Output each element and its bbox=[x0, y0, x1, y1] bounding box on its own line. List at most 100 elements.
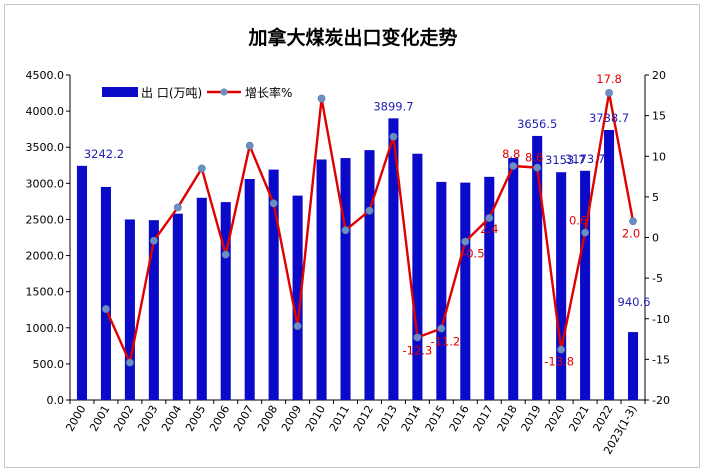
export-bar bbox=[627, 332, 639, 400]
x-tick-label: 2011 bbox=[327, 403, 352, 434]
right-tick-label: 0 bbox=[652, 232, 659, 245]
line-data-label: 2.4 bbox=[480, 222, 498, 236]
x-tick-label: 2012 bbox=[351, 403, 376, 434]
left-tick-label: 1500.0 bbox=[26, 286, 65, 299]
growth-rate-point bbox=[485, 214, 494, 222]
x-tick-label: 2005 bbox=[183, 403, 208, 434]
growth-rate-point bbox=[413, 333, 422, 342]
export-bar bbox=[76, 165, 88, 400]
left-tick-label: 500.0 bbox=[33, 358, 65, 371]
export-bar bbox=[292, 195, 303, 400]
x-tick-label: 2010 bbox=[303, 403, 328, 434]
left-tick-label: 3500.0 bbox=[26, 141, 65, 154]
export-bar bbox=[172, 213, 183, 400]
growth-rate-point bbox=[197, 164, 206, 173]
x-tick-label: 2017 bbox=[471, 403, 496, 434]
line-data-label: 2.0 bbox=[622, 226, 640, 240]
growth-rate-point bbox=[557, 345, 566, 354]
x-tick-label: 2013 bbox=[375, 403, 400, 434]
growth-rate-point bbox=[149, 236, 158, 245]
growth-rate-point bbox=[437, 324, 446, 333]
right-tick-label: 10 bbox=[652, 150, 666, 163]
x-tick-label: 2009 bbox=[279, 403, 304, 434]
export-bar bbox=[148, 220, 159, 400]
line-data-label: 0.6 bbox=[569, 214, 587, 228]
right-tick-label: -20 bbox=[652, 394, 670, 407]
x-tick-label: 2018 bbox=[495, 403, 520, 434]
x-tick-label: 2014 bbox=[399, 403, 424, 434]
export-bar bbox=[244, 179, 255, 400]
line-data-label: -13.8 bbox=[544, 355, 574, 369]
growth-rate-point bbox=[365, 206, 374, 215]
export-bar bbox=[124, 219, 135, 400]
export-bar bbox=[436, 181, 447, 400]
bar-data-label: 3153.7 bbox=[545, 153, 585, 167]
growth-rate-point bbox=[389, 132, 398, 141]
growth-rate-point bbox=[221, 250, 230, 259]
right-tick-label: 5 bbox=[652, 191, 659, 204]
export-bar bbox=[196, 197, 207, 400]
export-bar bbox=[268, 169, 279, 400]
right-tick-label: 20 bbox=[652, 69, 666, 82]
x-tick-label: 2020 bbox=[542, 403, 567, 434]
growth-rate-point bbox=[245, 141, 254, 150]
x-tick-label: 2015 bbox=[423, 403, 448, 434]
legend: 出 口(万吨) 增长率% bbox=[102, 85, 292, 100]
growth-rate-point bbox=[605, 88, 613, 97]
legend-bar-label: 出 口(万吨) bbox=[141, 86, 202, 100]
right-tick-label: -10 bbox=[652, 313, 670, 326]
growth-rate-point bbox=[125, 358, 134, 367]
line-data-label: 8.6 bbox=[525, 151, 543, 165]
bar-data-label: 3656.5 bbox=[517, 117, 557, 131]
export-bar bbox=[484, 176, 495, 400]
x-tick-label: 2001 bbox=[87, 403, 112, 434]
bar-series bbox=[76, 118, 639, 401]
growth-rate-point bbox=[533, 163, 542, 172]
right-tick-label: -5 bbox=[652, 272, 663, 285]
export-bar bbox=[556, 172, 567, 400]
growth-rate-point bbox=[461, 237, 470, 246]
growth-rate-point bbox=[317, 94, 326, 103]
growth-rate-point bbox=[293, 322, 302, 330]
growth-rate-point bbox=[102, 305, 110, 313]
export-bar bbox=[604, 129, 615, 400]
export-bar bbox=[364, 150, 375, 400]
growth-rate-point bbox=[341, 226, 350, 235]
x-tick-label: 2002 bbox=[111, 403, 136, 434]
chart-title: 加拿大煤炭出口变化走势 bbox=[247, 26, 457, 49]
legend-bar-swatch bbox=[102, 87, 138, 97]
growth-rate-point bbox=[581, 228, 590, 237]
export-bar bbox=[316, 159, 327, 400]
legend-line-marker bbox=[220, 88, 228, 96]
x-tick-label: 2000 bbox=[63, 403, 88, 434]
left-tick-label: 0.0 bbox=[47, 394, 65, 407]
export-bar bbox=[580, 170, 591, 400]
bar-data-label: 3738.7 bbox=[589, 111, 629, 125]
line-data-label: -0.5 bbox=[462, 247, 484, 261]
bar-data-label: 3899.7 bbox=[373, 99, 413, 113]
growth-rate-point bbox=[629, 217, 637, 226]
x-tick-label: 2006 bbox=[207, 403, 232, 434]
export-bar bbox=[412, 153, 423, 400]
left-tick-label: 4000.0 bbox=[26, 105, 65, 118]
left-tick-label: 2000.0 bbox=[26, 250, 65, 263]
bar-data-label: 3242.2 bbox=[84, 147, 124, 161]
x-tick-label: 2021 bbox=[566, 403, 591, 434]
left-tick-label: 1000.0 bbox=[26, 322, 65, 335]
x-tick-label: 2016 bbox=[447, 403, 472, 434]
export-bar bbox=[460, 182, 471, 400]
right-tick-label: 15 bbox=[652, 110, 666, 123]
growth-rate-point bbox=[509, 162, 518, 170]
left-tick-label: 4500.0 bbox=[26, 69, 65, 82]
bar-data-label: 940.6 bbox=[618, 295, 651, 309]
x-tick-label: 2019 bbox=[519, 403, 544, 434]
left-tick-label: 3000.0 bbox=[26, 177, 65, 190]
legend-line-label: 增长率% bbox=[245, 85, 292, 100]
export-bar bbox=[340, 158, 351, 400]
x-tick-label: 2004 bbox=[159, 403, 184, 434]
growth-rate-point bbox=[173, 203, 182, 212]
line-data-label: 8.8 bbox=[502, 147, 520, 161]
x-tick-label: 2008 bbox=[255, 403, 280, 434]
